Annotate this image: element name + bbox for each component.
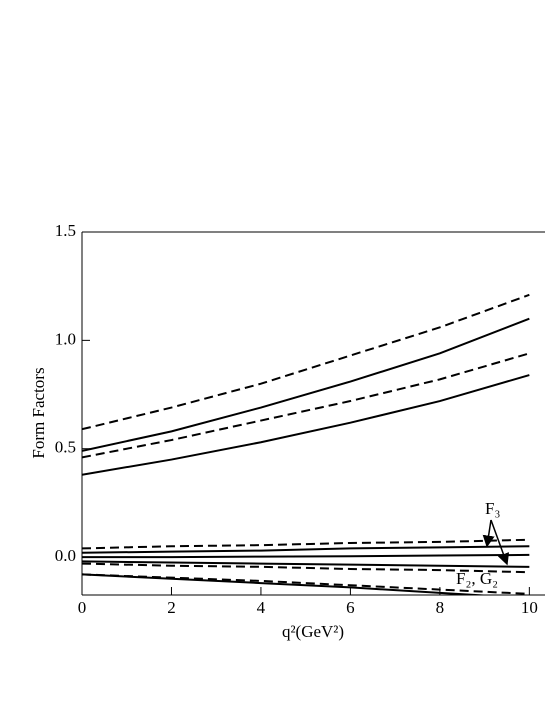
plot-area [82,293,530,595]
annotation: F₂, G₂ [456,569,498,588]
line [82,538,530,550]
x-tick-label: 0 [78,598,87,617]
y-tick-label: 0.0 [55,546,76,565]
x-tick-label: 2 [167,598,176,617]
y-tick-label: 1.0 [55,329,76,348]
x-axis-title: q²(GeV²) [282,622,344,641]
line [82,553,530,559]
line [82,352,530,459]
x-tick-label: 4 [257,598,266,617]
line [82,317,530,452]
line [82,293,530,431]
line [82,374,530,476]
arrow [490,519,510,566]
annotation: F₃ [485,499,500,518]
line [82,573,530,595]
y-tick-label: 1.5 [55,221,76,240]
line [82,562,530,574]
y-axis-title: Form Factors [29,367,48,458]
x-tick-label: 8 [436,598,445,617]
x-tick-label: 6 [346,598,355,617]
x-tick-label: 10 [521,598,538,617]
line [82,545,530,554]
line [82,560,530,568]
arrow [482,519,495,548]
y-tick-label: 0.5 [55,438,76,457]
